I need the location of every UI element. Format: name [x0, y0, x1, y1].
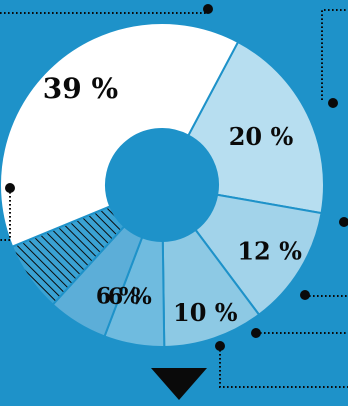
leader-dot-3 [339, 217, 348, 227]
slice-label-4: 6 % [108, 284, 152, 310]
leader-dot-6 [215, 341, 225, 351]
slice-label-3: 10 % [173, 298, 238, 327]
donut-hole [106, 129, 218, 241]
slice-label-1: 20 % [229, 122, 294, 151]
leader-dot-1 [203, 4, 213, 14]
leader-dot-2 [328, 98, 338, 108]
leader-line-6 [219, 346, 348, 388]
leader-dot-5 [251, 328, 261, 338]
leader-dot-7 [5, 183, 15, 193]
slice-label-2: 12 % [237, 237, 302, 266]
slice-label-5: 6 % [96, 283, 140, 309]
leader-lines [0, 4, 348, 388]
pointer-triangle-icon [151, 368, 207, 400]
slice-group [0, 22, 325, 348]
leader-dot-4 [300, 290, 310, 300]
leader-line-2 [321, 9, 348, 100]
leader-line-7 [0, 188, 11, 241]
slice-labels: 20 % 12 % 10 % 6 %6 % 39 % [43, 72, 302, 327]
slice-label-7: 39 % [43, 72, 118, 105]
